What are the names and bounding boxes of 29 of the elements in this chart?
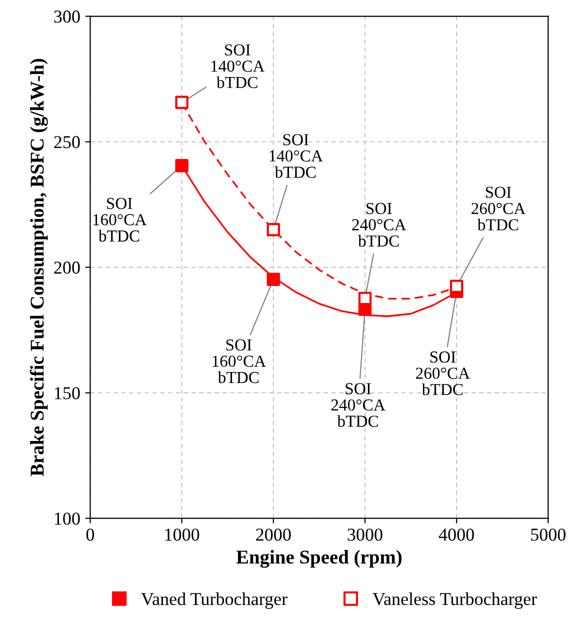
y-tick-label: 250 <box>54 136 80 148</box>
y-tick-label: 300 <box>54 10 80 23</box>
annotation: SOI 160°CA bTDC <box>212 339 266 384</box>
point <box>175 159 188 172</box>
point <box>266 223 280 236</box>
y-tick-label: 150 <box>55 387 80 400</box>
point <box>266 272 280 286</box>
annotation: SOI 240°CA bTDC <box>352 202 406 247</box>
point <box>450 280 464 293</box>
x-tick-label: 0 <box>86 528 94 541</box>
annotation: SOI 260°CA bTDC <box>416 351 470 396</box>
y-tick-label: 200 <box>54 262 80 274</box>
y-axis-title: Brake Specific Fuel Consumption, BSFC (g/kW-h) <box>30 58 48 476</box>
annotation: SOI 160°CA bTDC <box>93 198 147 242</box>
x-tick-label: 4000 <box>438 528 474 541</box>
point <box>358 292 372 306</box>
x-tick-label: 1000 <box>165 528 200 541</box>
legend-label: Vaned Turbocharger <box>141 592 288 609</box>
annotation: SOI 240°CA bTDC <box>331 383 386 427</box>
annotation: SOI 260°CA bTDC <box>472 186 526 230</box>
annotation: SOI 140°CA bTDC <box>211 44 265 88</box>
annotation: SOI 140°CA bTDC <box>270 134 323 178</box>
y-tick-label: 100 <box>55 512 80 525</box>
x-tick-label: 3000 <box>348 528 382 541</box>
legend-label: Vaneless Turbocharger <box>372 592 537 609</box>
point <box>175 96 188 109</box>
x-tick-label: 5000 <box>531 528 566 541</box>
x-tick-label: 2000 <box>256 528 291 541</box>
x-axis-title: Engine Speed (rpm) <box>236 550 402 568</box>
